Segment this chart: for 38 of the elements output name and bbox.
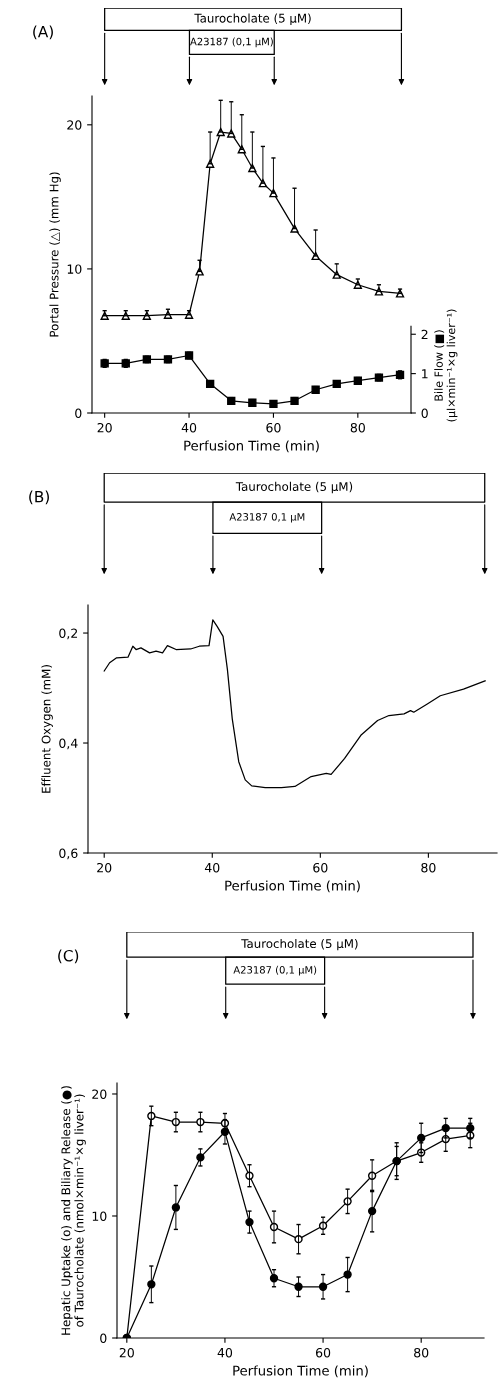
x-tick-label: 80 [414,1347,429,1358]
y-tick-label: 0,4 [59,738,78,750]
x-tick-label: 40 [181,422,197,433]
y-tick-label: 10 [67,264,82,274]
text: A23187 (0,1 µM) [190,37,273,48]
text: Taurocholate (5 µM) [241,938,358,951]
x-tick-label: 20 [119,1347,134,1358]
x-tick-label: 60 [315,1347,331,1358]
text: (C) [58,949,79,964]
x-tick-label: 40 [217,1347,233,1358]
y-tick-label: 20 [92,1089,107,1099]
x-axis-title: Perfusion Time (min) [225,880,360,893]
x-axis-title: Perfusion Time (min) [184,440,319,453]
y2-tick-label: 1 [422,369,428,379]
x-tick-label: 60 [313,862,328,873]
y2-axis-title: Bile Flow (■) (µl×min⁻¹×g liver⁻¹) [434,309,458,422]
text: (A) [33,25,53,40]
y-tick-label: 0 [75,408,82,418]
y-axis-title: Effluent Oxygen (mM) [41,665,53,793]
x-axis-title: Perfusion Time (min) [233,1365,368,1378]
y2-tick-label: 2 [421,329,428,339]
x-tick-label: 80 [421,862,436,873]
y-tick-label: 0,2 [59,628,78,640]
text: Taurocholate (5 µM) [235,481,353,494]
y-tick-label: 0,6 [59,848,78,860]
x-tick-label: 80 [350,422,365,433]
y-tick-label: 10 [92,1211,107,1221]
text: (B) [29,490,49,505]
y-axis-title: Hepatic Uptake (o) and Biliary Release (●) of Taurocholate (nmol×min⁻¹×g liver⁻¹) [61,1086,86,1335]
text: A23187 0,1 µM [229,513,305,523]
text: Taurocholate (5 µM) [194,13,311,25]
y-axis-title: Portal Pressure (△) (mm Hg) [49,172,61,337]
x-tick-label: 40 [204,862,220,873]
y-tick-label: 20 [67,120,82,130]
text: A23187 (0,1 µM) [233,965,317,976]
y-tick-label: 0 [100,1333,107,1343]
x-tick-label: 60 [266,422,281,433]
y2-tick-label: 0 [421,408,428,418]
